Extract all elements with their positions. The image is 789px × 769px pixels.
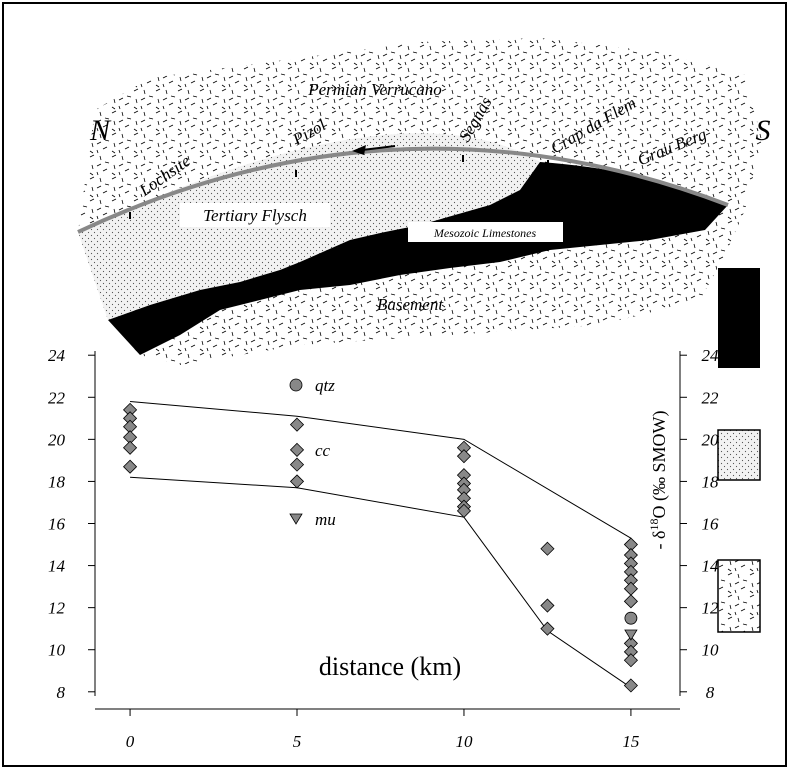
legend-label: qtz [315, 376, 335, 395]
point [624, 611, 638, 625]
unit-label: Permian Verrucano [307, 80, 442, 99]
point [289, 457, 305, 472]
thrust-line [77, 146, 729, 234]
point [456, 503, 472, 518]
label-box [408, 222, 563, 242]
y-tick-label: 12 [48, 599, 66, 618]
legend-marker [289, 513, 303, 525]
legend-label: cc [315, 441, 331, 460]
point [122, 459, 138, 474]
key-verrucano [717, 559, 761, 633]
x-tick-label: 15 [622, 732, 639, 751]
y-tick-label: 24 [48, 346, 66, 365]
unit-label: Mesozoic Limestones [433, 226, 537, 240]
y2-tick-label: 14 [702, 557, 720, 576]
y2-tick-label: 12 [702, 599, 720, 618]
y2-tick-label: 18 [702, 472, 720, 491]
point [289, 442, 305, 457]
point [623, 653, 638, 668]
unit-label: Tertiary Flysch [203, 206, 307, 225]
y-axis-label-part: - δ [649, 531, 669, 550]
arrowhead [352, 145, 366, 155]
y-axis-label-part: 18 [647, 519, 661, 531]
point [122, 440, 138, 455]
y2-tick-label: 16 [702, 515, 720, 534]
point [540, 541, 555, 556]
legend-label: mu [315, 510, 336, 529]
y2-tick-label: 22 [702, 388, 720, 407]
point [623, 678, 638, 693]
y-axis-label-part: O (‰ SMOW) [649, 411, 670, 519]
point [623, 594, 638, 609]
key-flysch [717, 429, 761, 481]
key-limestone [718, 268, 760, 368]
point [540, 621, 555, 636]
envelope-line [130, 400, 632, 539]
unit-label: Basement [377, 295, 444, 314]
y2-tick-label: 20 [702, 430, 720, 449]
y-tick-label: 10 [48, 641, 66, 660]
label-box [180, 203, 330, 227]
arrow [361, 145, 396, 151]
south-label: S [756, 114, 771, 147]
point [624, 629, 638, 641]
y2-tick-label: 10 [702, 641, 720, 660]
x-tick-label: 10 [455, 732, 473, 751]
point [289, 474, 305, 489]
limestone-area [108, 162, 728, 355]
y2-tick-label: 8 [706, 683, 715, 702]
y-tick-label: 14 [48, 557, 66, 576]
x-axis-label: distance (km) [319, 652, 461, 681]
point [456, 449, 472, 464]
point [289, 417, 305, 432]
x-tick-label: 0 [126, 732, 135, 751]
y2-tick-label: 24 [702, 346, 720, 365]
point [540, 598, 555, 613]
y-tick-label: 18 [48, 472, 66, 491]
y-tick-label: 20 [48, 430, 66, 449]
y-axis-label: - δ18O (‰ SMOW) [647, 411, 670, 550]
x-tick-label: 5 [293, 732, 302, 751]
y-tick-label: 16 [48, 515, 66, 534]
y-tick-label: 22 [48, 388, 66, 407]
cross-section: N S Permian Verrucano Lochsite Pizol Seg… [77, 38, 771, 633]
legend-marker [289, 378, 303, 392]
y-tick-label: 8 [57, 683, 66, 702]
north-label: N [89, 114, 112, 147]
